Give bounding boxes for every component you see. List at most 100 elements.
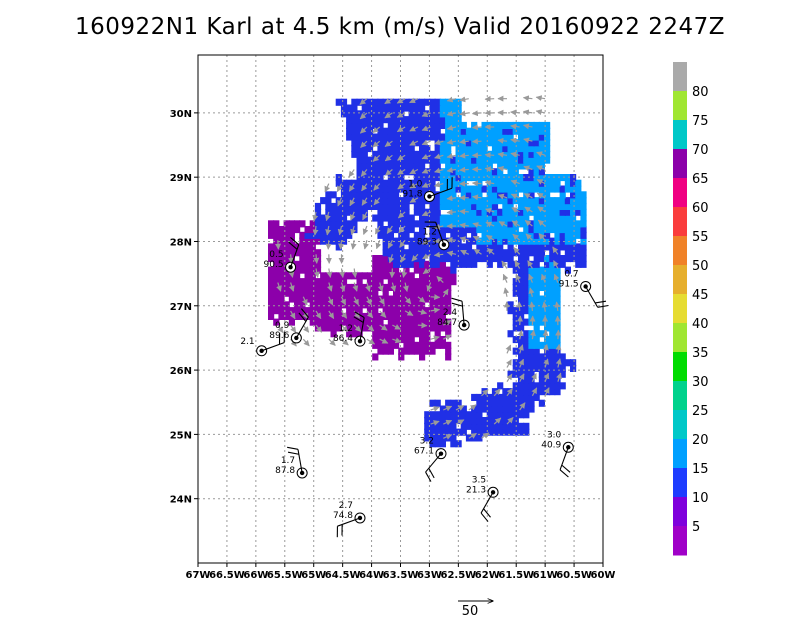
field-cell <box>518 336 525 344</box>
wind-vector <box>553 273 560 283</box>
field-cell <box>398 318 405 326</box>
wind-vector <box>417 322 428 329</box>
field-cell <box>408 336 415 344</box>
wind-vector <box>523 123 533 130</box>
wind-vector <box>315 310 322 320</box>
wind-barb-flag <box>290 237 300 246</box>
y-tick-label: 30N <box>170 109 192 120</box>
field-cell <box>330 202 337 210</box>
field-cell <box>372 150 379 158</box>
field-cell <box>455 150 462 158</box>
station: 1.787.8 <box>275 446 308 479</box>
field-cell <box>559 231 566 239</box>
field-cell <box>268 249 275 257</box>
field-cell <box>497 168 504 176</box>
field-cell <box>533 197 540 205</box>
field-cell <box>403 237 410 245</box>
field-cell <box>403 139 410 147</box>
field-cell <box>512 283 519 291</box>
field-cell <box>544 318 551 326</box>
field-cell <box>377 156 384 164</box>
field-cell <box>288 220 295 228</box>
wind-vector <box>398 225 406 234</box>
field-cell <box>273 318 280 326</box>
field-cell <box>382 243 389 251</box>
x-tick-label: 60.5W <box>556 570 592 581</box>
field-cell <box>549 295 556 303</box>
x-tick-label: 62.5W <box>441 570 477 581</box>
field-cell <box>403 150 410 158</box>
field-cell <box>507 231 514 239</box>
wind-barb-flag <box>300 308 309 318</box>
field-cell <box>450 231 457 239</box>
wind-vector <box>523 165 533 172</box>
field-cell <box>372 289 379 297</box>
field-cell <box>403 162 410 170</box>
wind-vector <box>443 334 452 341</box>
field-cell <box>450 202 457 210</box>
field-cell <box>398 272 405 280</box>
field-cell <box>476 226 483 234</box>
field-cell <box>382 283 389 291</box>
field-cell <box>559 364 566 372</box>
field-cell <box>413 324 420 332</box>
field-cell <box>413 98 420 106</box>
field-cell <box>481 393 488 401</box>
field-cell <box>434 341 441 349</box>
field-cell <box>481 127 488 135</box>
field-cell <box>393 145 400 153</box>
field-cell <box>465 127 473 135</box>
field-cell <box>299 231 306 239</box>
field-cell <box>523 422 530 430</box>
field-cell <box>465 422 473 430</box>
colorbar-swatch <box>673 91 687 121</box>
field-cell <box>294 278 301 286</box>
field-cell <box>387 312 394 320</box>
field-cell <box>429 312 436 320</box>
field-cell <box>413 237 420 245</box>
field-cell <box>481 156 488 164</box>
station-label: 2.1 <box>240 337 254 347</box>
field-cell <box>507 255 514 263</box>
field-cell <box>382 202 389 210</box>
field-cell <box>523 330 530 338</box>
field-cell <box>491 121 499 129</box>
field-cell <box>377 202 384 210</box>
field-cell <box>419 336 426 344</box>
field-cell <box>346 127 353 135</box>
field-cell <box>544 139 551 147</box>
field-cell <box>544 179 551 187</box>
field-cell <box>434 243 441 251</box>
field-cell <box>366 121 374 129</box>
field-cell <box>413 307 420 315</box>
field-cell <box>528 156 535 164</box>
field-cell <box>413 202 420 210</box>
field-cell <box>445 202 452 210</box>
field-cell <box>533 185 540 193</box>
field-cell <box>538 243 545 251</box>
field-cell <box>544 202 551 210</box>
field-cell <box>377 214 384 222</box>
field-cell <box>309 283 316 291</box>
field-cell <box>528 347 535 355</box>
field-cell <box>507 197 514 205</box>
wind-vector <box>392 324 401 330</box>
field-cell <box>268 243 275 251</box>
wind-vector <box>328 310 335 320</box>
field-cell <box>497 243 504 251</box>
field-cell <box>486 185 493 193</box>
wind-vector <box>506 373 513 383</box>
field-cell <box>366 278 374 286</box>
field-cell <box>523 289 530 297</box>
field-cell <box>346 272 353 280</box>
field-cell <box>294 220 301 228</box>
field-cell <box>481 150 488 158</box>
field-cell <box>523 388 530 396</box>
wind-barb <box>559 447 569 470</box>
reference-vector: 50 <box>458 601 493 618</box>
wind-vector <box>433 223 444 230</box>
field-cell <box>497 127 504 135</box>
field-cell <box>419 318 426 326</box>
field-cell <box>434 98 441 106</box>
field-cell <box>309 289 316 297</box>
